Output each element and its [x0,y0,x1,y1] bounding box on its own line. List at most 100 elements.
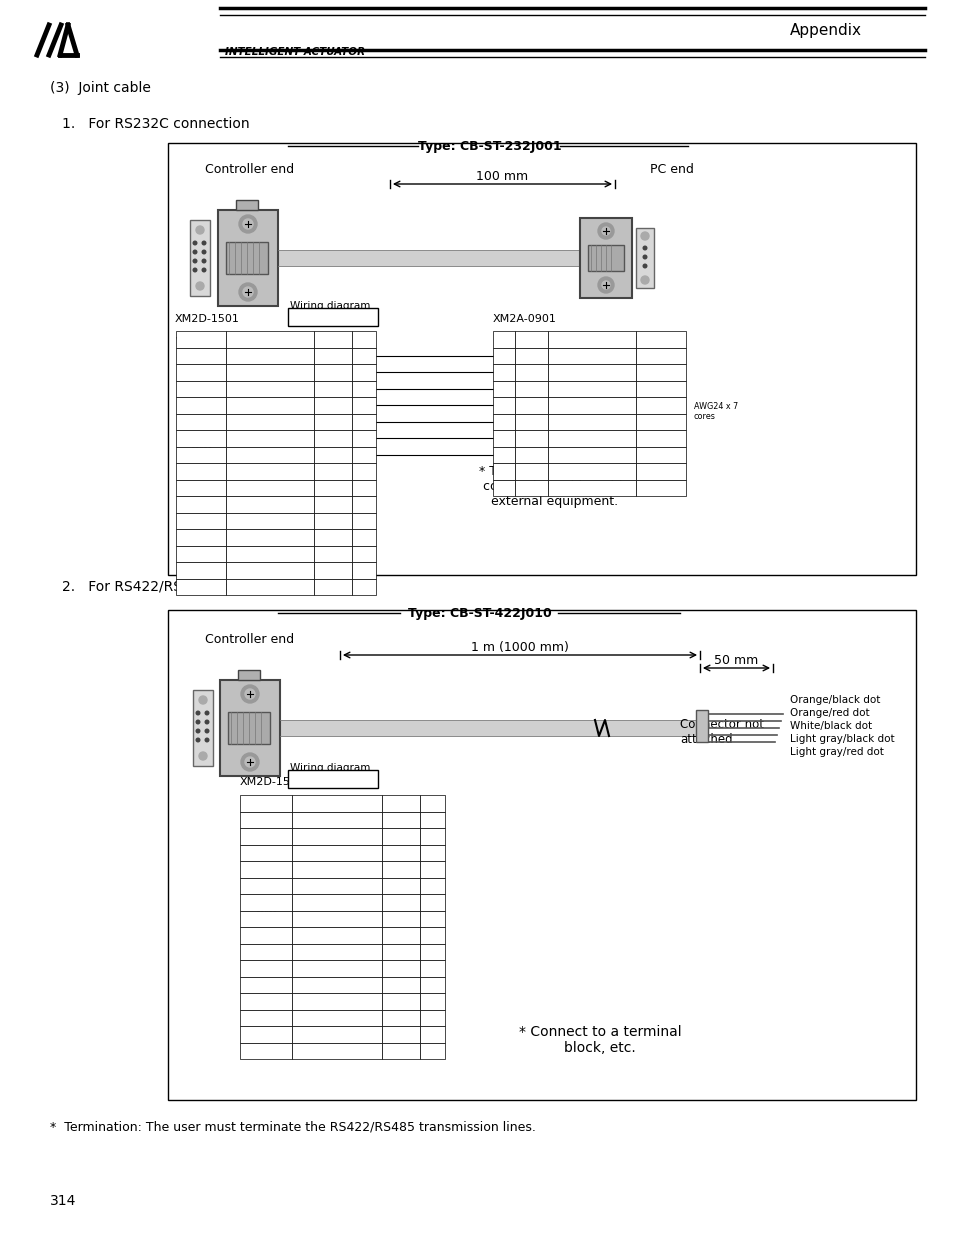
Text: 6: 6 [429,902,435,910]
Bar [175,396,226,414]
Bar [352,578,375,595]
Bar [240,960,292,977]
Text: No.: No. [355,336,373,346]
Bar [547,414,636,430]
Bar [419,910,444,927]
Bar [381,861,419,878]
Text: Light gray/red dot: Light gray/red dot [556,404,628,412]
Bar [292,910,381,927]
Bar [579,219,631,298]
Text: *  Termination: The user must terminate the RS422/RS485 transmission lines.: * Termination: The user must terminate t… [50,1120,536,1132]
Bar [288,769,377,788]
Bar [240,894,292,910]
Text: 1: 1 [500,471,506,479]
Text: Wire type: Wire type [636,336,685,346]
Circle shape [199,752,207,760]
Circle shape [239,215,256,233]
Text: 314: 314 [50,1194,76,1208]
Text: Color: Color [323,800,350,809]
Circle shape [642,256,646,259]
Circle shape [640,275,648,284]
Bar [419,811,444,827]
Text: 10: 10 [358,503,370,513]
Circle shape [202,251,206,254]
Circle shape [196,739,199,742]
Circle shape [205,729,209,732]
Text: 7: 7 [500,388,506,396]
Bar [547,463,636,479]
Bar [419,795,444,811]
Circle shape [193,241,196,245]
Bar [292,795,381,811]
Bar [352,414,375,430]
Circle shape [196,720,199,724]
Text: 12: 12 [426,1000,437,1009]
Bar [352,364,375,380]
Text: 3: 3 [361,388,367,396]
Bar [419,1026,444,1042]
Text: Light gray/black dot: Light gray/black dot [551,388,632,396]
Bar [493,430,515,447]
Bar [352,396,375,414]
Bar [314,463,352,479]
Bar [240,977,292,993]
Text: 2: 2 [361,370,366,380]
Text: Signal: Signal [316,336,349,346]
Text: 5: 5 [361,420,367,430]
Text: 3: 3 [429,851,435,861]
Bar [226,463,314,479]
Text: Signal: Signal [515,336,547,346]
Text: Controller end: Controller end [205,634,294,646]
Circle shape [196,729,199,732]
Text: RD: RD [326,370,339,380]
Text: 13: 13 [358,552,370,562]
Text: * The user must provide
connection cables with
external equipment.: * The user must provide connection cable… [478,466,630,508]
Bar [175,513,226,529]
Bar [292,827,381,845]
Text: 2: 2 [429,835,435,844]
Bar [226,242,268,274]
Text: 6: 6 [361,437,367,446]
Bar [292,927,381,944]
Bar [493,364,515,380]
Bar [381,960,419,977]
Bar [175,331,226,347]
Text: 4: 4 [500,420,506,430]
Bar [515,463,547,479]
Circle shape [193,268,196,272]
Circle shape [196,711,199,715]
Bar [314,479,352,496]
Bar [240,1026,292,1042]
Bar [419,1009,444,1026]
Text: Yellow/black dot: Yellow/black dot [237,453,302,462]
Text: Connector not
attached: Connector not attached [679,718,763,746]
Bar [636,479,685,496]
Text: TRM: TRM [391,1016,410,1025]
Bar [240,944,292,960]
Bar [175,529,226,546]
Text: SG: SG [326,453,339,462]
Text: 1: 1 [361,354,367,363]
Text: 3: 3 [500,354,506,363]
Text: RS: RS [327,388,338,396]
Circle shape [243,219,253,228]
Text: 9: 9 [429,951,435,960]
Bar [493,347,515,364]
Bar [226,496,314,513]
Text: AWG24 x 7
cores: AWG24 x 7 cores [693,401,738,421]
Bar [587,245,623,270]
Bar [419,827,444,845]
Bar [419,861,444,878]
Bar [175,578,226,595]
Bar [493,331,515,347]
Bar [240,861,292,878]
Bar [352,546,375,562]
Bar [352,562,375,578]
Bar [419,960,444,977]
Bar [515,414,547,430]
Bar [226,380,314,396]
Bar [240,910,292,927]
Text: Color: Color [256,336,283,346]
Text: Light gray/black dot: Light gray/black dot [230,388,310,396]
Bar [220,680,280,776]
